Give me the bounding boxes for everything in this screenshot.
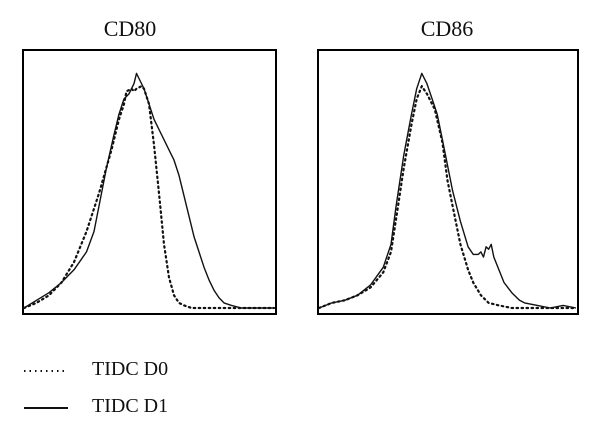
legend-label-d0: TIDC D0 bbox=[92, 358, 169, 380]
solid-line-swatch bbox=[24, 407, 68, 409]
plot-frame bbox=[317, 49, 579, 315]
legend-label-d1: TIDC D1 bbox=[92, 395, 169, 417]
cd86-series-tidc-d1 bbox=[318, 72, 577, 309]
chart-title-cd86: CD86 bbox=[420, 16, 474, 41]
legend-item-tidc-d0: TIDC D0 bbox=[22, 358, 282, 388]
cd86-series-tidc-d0 bbox=[317, 85, 578, 310]
histogram-cd80 bbox=[22, 49, 277, 315]
cd80-series-tidc-d1 bbox=[23, 72, 274, 309]
dotted-line-swatch bbox=[24, 370, 68, 372]
chart-title-cd80: CD80 bbox=[103, 16, 157, 41]
legend-item-tidc-d1: TIDC D1 bbox=[22, 395, 282, 425]
plot-frame bbox=[22, 49, 277, 315]
cd80-series-tidc-d0 bbox=[22, 85, 276, 310]
histogram-cd86 bbox=[317, 49, 579, 315]
